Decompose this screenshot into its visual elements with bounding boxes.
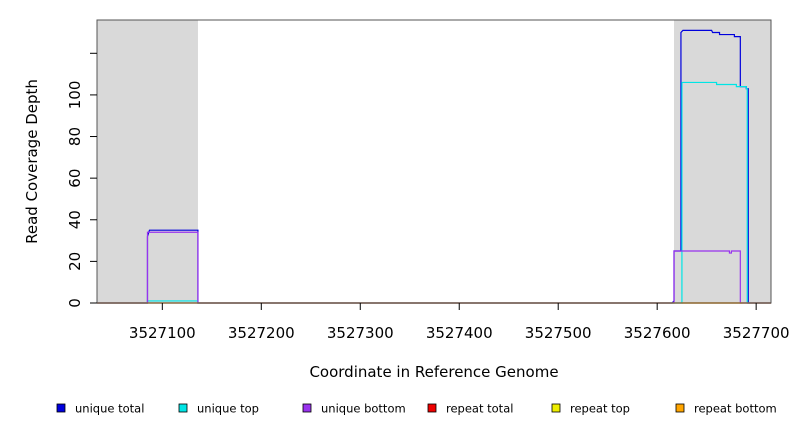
x-axis-title: Coordinate in Reference Genome — [309, 363, 558, 381]
legend-item-unique-bottom: unique bottom — [302, 402, 406, 416]
legend-swatch — [178, 403, 188, 413]
y-axis-title: Read Coverage Depth — [23, 79, 41, 244]
legend: unique total unique top unique bottom repea… — [56, 402, 777, 416]
legend-swatch — [56, 403, 66, 413]
y-tick-label: 40 — [66, 210, 84, 229]
legend-swatch — [551, 403, 561, 413]
legend-item-repeat-total: repeat total — [427, 402, 513, 416]
legend-item-unique-total: unique total — [56, 402, 144, 416]
legend-item-unique-top: unique top — [178, 402, 259, 416]
legend-label: repeat bottom — [694, 402, 777, 416]
shaded-regions — [97, 20, 771, 303]
legend-label: unique top — [197, 402, 259, 416]
x-tick-label: 3527300 — [327, 324, 394, 342]
legend-label: unique bottom — [321, 402, 406, 416]
y-tick-label: 100 — [66, 81, 84, 110]
legend-label: repeat total — [446, 402, 513, 416]
legend-item-repeat-top: repeat top — [551, 402, 630, 416]
legend-label: repeat top — [570, 402, 630, 416]
x-tick-label: 3527200 — [228, 324, 295, 342]
y-axis: 0 20 40 60 80 100 — [66, 52, 97, 308]
x-axis: 3527100 3527200 3527300 3527400 3527500 35276… — [129, 303, 790, 342]
x-tick-label: 3527400 — [426, 324, 493, 342]
x-tick-label: 3527500 — [525, 324, 592, 342]
x-tick-label: 3527700 — [723, 324, 790, 342]
series-line-unique-bottom — [97, 231, 771, 304]
legend-swatch — [675, 403, 685, 413]
legend-item-repeat-bottom: repeat bottom — [675, 402, 777, 416]
series-lines — [97, 29, 771, 304]
y-tick-label: 0 — [66, 298, 84, 308]
y-tick-label: 80 — [66, 127, 84, 146]
plot-frame — [96, 19, 772, 304]
y-tick-label: 20 — [66, 252, 84, 271]
legend-swatch — [427, 403, 437, 413]
legend-swatch — [302, 403, 312, 413]
x-tick-label: 3527600 — [624, 324, 691, 342]
x-tick-label: 3527100 — [129, 324, 196, 342]
series-line-unique-top — [97, 81, 771, 304]
legend-label: unique total — [75, 402, 144, 416]
shaded-region-2 — [674, 20, 771, 303]
y-tick-label: 60 — [66, 169, 84, 188]
